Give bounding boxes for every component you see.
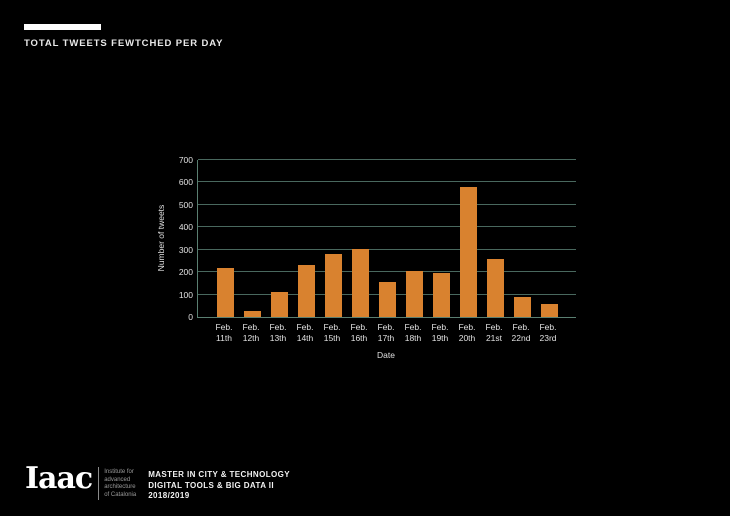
bar-feb-16th: [351, 248, 369, 317]
gridline-y-500: [198, 203, 576, 205]
y-tick-label: 200: [178, 267, 193, 278]
x-tick-label: Feb. 18th: [404, 322, 422, 343]
x-tick-label: Feb. 17th: [377, 322, 395, 343]
x-tick-label: Feb. 20th: [458, 322, 476, 343]
y-tick-label: 500: [178, 199, 193, 210]
slide-title: TOTAL TWEETS FEWTCHED PER DAY: [24, 38, 224, 49]
x-tick-label: Feb. 11th: [215, 322, 233, 343]
bar-feb-15th: [324, 254, 342, 317]
x-tick-label: Feb. 16th: [350, 322, 368, 343]
x-tick-label: Feb. 19th: [431, 322, 449, 343]
y-tick-label: 700: [178, 155, 193, 165]
y-tick-label: 400: [178, 222, 193, 233]
bar-feb-21st: [486, 258, 504, 317]
x-tick-label: Feb. 14th: [296, 322, 314, 343]
y-axis-ticks: 0 100 200 300 400 500 600 700: [155, 155, 193, 322]
gridline-y-200: [198, 271, 576, 273]
x-tick-label: Feb. 15th: [323, 322, 341, 343]
bar-feb-18th: [405, 271, 423, 317]
gridline-y-600: [198, 181, 576, 183]
footer: Iaac Institute for advanced architecture of…: [25, 462, 290, 502]
bar-feb-19th: [432, 273, 450, 317]
bar-feb-11th: [216, 267, 234, 317]
title-accent-bar: [24, 24, 101, 30]
y-tick-label: 100: [178, 289, 193, 300]
x-axis-label: Date: [377, 350, 395, 360]
y-tick-label: 300: [178, 244, 193, 255]
bar-feb-20th: [459, 186, 477, 317]
y-tick-label: 0: [188, 312, 193, 322]
footer-divider: [98, 467, 100, 500]
gridline-y-300: [198, 248, 576, 250]
program-info: MASTER IN CITY & TECHNOLOGY DIGITAL TOOLS…: [148, 470, 290, 500]
x-tick-label: Feb. 13th: [269, 322, 287, 343]
x-tick-label: Feb. 21st: [485, 322, 503, 343]
bar-feb-13th: [270, 292, 288, 317]
gridline-y-400: [198, 226, 576, 228]
gridline-y-700: [198, 159, 576, 160]
x-tick-label: Feb. 12th: [242, 322, 260, 343]
bar-feb-14th: [297, 265, 315, 317]
y-tick-label: 600: [178, 177, 193, 188]
bar-feb-17th: [378, 282, 396, 317]
x-axis-ticks: Feb. 11th Feb. 12th Feb. 13th Feb. 14th Feb. 15th…: [197, 322, 575, 346]
bar-feb-23rd: [540, 303, 558, 317]
x-tick-label: Feb. 23rd: [539, 322, 557, 343]
institute-name: Institute for advanced architecture of Cata…: [104, 469, 137, 498]
bar-feb-12th: [243, 311, 261, 317]
x-tick-label: Feb. 22nd: [511, 322, 531, 343]
bar-feb-22nd: [513, 296, 531, 317]
plot-area: [197, 159, 576, 318]
iaac-logo: Iaac: [25, 461, 93, 496]
